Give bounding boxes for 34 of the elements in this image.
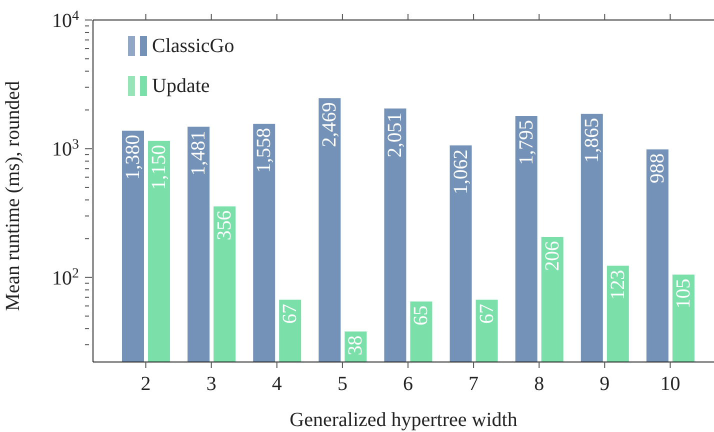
data-label: 1,150	[148, 144, 170, 190]
data-label: 1,062	[450, 149, 472, 194]
data-label: 1,558	[253, 128, 276, 173]
y-axis-title: Mean runtime (ms), rounded	[2, 81, 24, 311]
data-label: 67	[476, 304, 498, 324]
data-label: 38	[344, 335, 367, 356]
data-label: 206	[541, 240, 564, 271]
data-label: 67	[279, 304, 302, 324]
legend-label: ClassicGo	[152, 34, 234, 58]
data-label: 2,469	[318, 102, 341, 148]
legend-label: Update	[152, 74, 210, 98]
data-label: 1,795	[515, 120, 538, 165]
x-tick-label: 8	[534, 373, 544, 396]
x-tick-label: 2	[140, 373, 151, 396]
data-label: 1,481	[188, 130, 210, 176]
data-label: 1,865	[580, 118, 603, 163]
data-label: 988	[646, 153, 668, 184]
x-tick-label: 10	[660, 373, 680, 396]
x-tick-label: 5	[337, 373, 348, 396]
y-tick-label: 10$^{3}$	[52, 137, 79, 161]
y-tick-label: 10$^{2}$	[52, 266, 79, 290]
data-label: 105	[672, 278, 694, 309]
x-tick-label: 4	[272, 373, 282, 396]
x-tick-label: 3	[206, 373, 216, 396]
data-label: 1,380	[122, 134, 144, 180]
data-label: 2,051	[384, 112, 406, 158]
x-tick-label: 9	[600, 373, 610, 396]
y-tick-label: 10$^{4}$	[52, 8, 79, 32]
x-tick-label: 6	[403, 373, 413, 396]
x-axis-title: Generalized hypertree width	[290, 409, 518, 431]
data-label: 65	[410, 305, 432, 326]
x-tick-label: 7	[468, 373, 479, 396]
data-label: 356	[214, 210, 236, 240]
data-label: 123	[606, 270, 629, 300]
